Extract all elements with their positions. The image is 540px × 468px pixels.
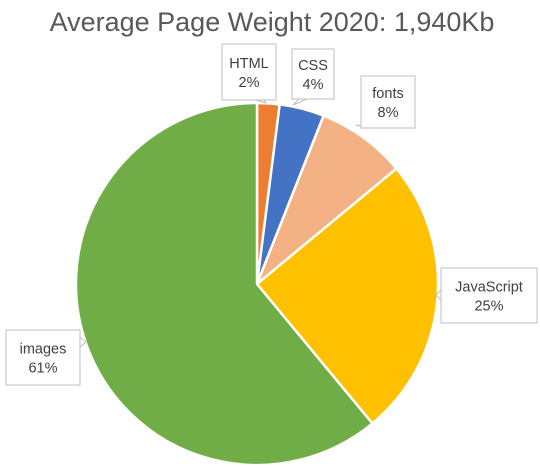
pie-slice-fonts — [255, 114, 398, 286]
slice-percent-label: 8% — [378, 105, 399, 121]
callout-box-fonts — [360, 75, 416, 129]
slice-name-label: JavaScript — [455, 280, 523, 296]
callout-box-css — [291, 48, 335, 100]
chart-title: Average Page Weight 2020: 1,940Kb — [50, 7, 495, 37]
pie-slice-images — [74, 101, 374, 467]
data-labels: HTML 2% CSS 4% fonts 8% JavaScript 25% images 61% — [5, 43, 538, 386]
slice-percent-label: 4% — [303, 77, 324, 93]
callout-pointer-css — [292, 98, 308, 106]
pie-slices — [74, 101, 440, 467]
slice-percent-label: 25% — [474, 299, 503, 315]
slice-name-label: fonts — [372, 86, 403, 102]
slice-name-label: images — [20, 342, 67, 358]
slice-name-label: HTML — [229, 56, 268, 72]
slice-percent-label: 2% — [239, 75, 260, 91]
pie-slice-javascript — [255, 167, 440, 425]
slice-percent-label: 61% — [28, 361, 57, 377]
callout-box-javascript — [440, 267, 538, 324]
callout-box-images — [5, 329, 81, 386]
callout-box-html — [221, 43, 277, 101]
slice-name-label: CSS — [298, 58, 328, 74]
